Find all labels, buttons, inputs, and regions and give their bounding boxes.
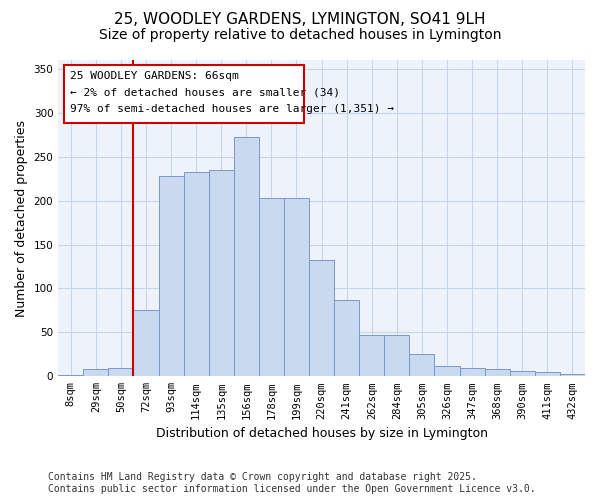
X-axis label: Distribution of detached houses by size in Lymington: Distribution of detached houses by size … xyxy=(155,427,488,440)
Bar xyxy=(535,372,560,376)
Bar xyxy=(234,138,259,376)
Text: Contains public sector information licensed under the Open Government Licence v3: Contains public sector information licen… xyxy=(48,484,536,494)
Text: 97% of semi-detached houses are larger (1,351) →: 97% of semi-detached houses are larger (… xyxy=(70,104,394,114)
Bar xyxy=(133,310,158,376)
Text: ← 2% of detached houses are smaller (34): ← 2% of detached houses are smaller (34) xyxy=(70,88,340,98)
Text: 25 WOODLEY GARDENS: 66sqm: 25 WOODLEY GARDENS: 66sqm xyxy=(70,71,239,81)
Bar xyxy=(460,368,485,376)
Bar xyxy=(434,366,460,376)
Text: Contains HM Land Registry data © Crown copyright and database right 2025.: Contains HM Land Registry data © Crown c… xyxy=(48,472,477,482)
Bar xyxy=(385,335,409,376)
Bar xyxy=(510,371,535,376)
Bar xyxy=(334,300,359,376)
Bar xyxy=(409,354,434,376)
Bar xyxy=(184,172,209,376)
Bar xyxy=(109,368,133,376)
Bar xyxy=(560,374,585,376)
Text: Size of property relative to detached houses in Lymington: Size of property relative to detached ho… xyxy=(99,28,501,42)
Text: 25, WOODLEY GARDENS, LYMINGTON, SO41 9LH: 25, WOODLEY GARDENS, LYMINGTON, SO41 9LH xyxy=(114,12,486,28)
Bar xyxy=(309,260,334,376)
Bar xyxy=(158,176,184,376)
Bar xyxy=(83,370,109,376)
Bar xyxy=(58,374,83,376)
Bar xyxy=(209,170,234,376)
Bar xyxy=(485,370,510,376)
Bar xyxy=(359,335,385,376)
Bar xyxy=(284,198,309,376)
Y-axis label: Number of detached properties: Number of detached properties xyxy=(15,120,28,316)
Bar xyxy=(259,198,284,376)
